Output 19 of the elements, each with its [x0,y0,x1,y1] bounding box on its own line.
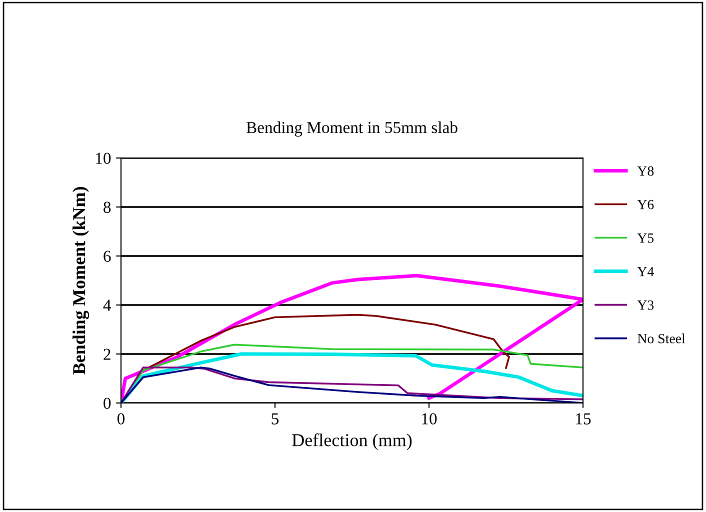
x-axis-title: Deflection (mm) [292,433,412,450]
legend-label: Y4 [637,266,654,276]
legend-label: Y3 [637,300,654,310]
legend-label: Y5 [637,234,654,243]
legend-label: No Steel [638,334,686,344]
x-tick-label: 0 [117,413,125,424]
y-tick-label: 2 [104,348,110,360]
y-tick-label: 8 [104,202,111,213]
y-tick-label: 6 [104,250,111,262]
x-tick-label: 10 [422,413,437,424]
legend-label: Y8 [637,166,654,176]
x-tick-label: 15 [576,413,591,424]
y-axis-title: Bending Moment (kNm) [72,187,90,374]
legend-label: Y6 [637,200,654,210]
y-tick-label: 4 [103,300,112,311]
y-tick-label: 10 [96,152,111,164]
y-tick-label: 0 [104,398,111,409]
x-tick-label: 5 [272,413,279,424]
chart-title: Bending Moment in 55mm slab [246,121,458,137]
